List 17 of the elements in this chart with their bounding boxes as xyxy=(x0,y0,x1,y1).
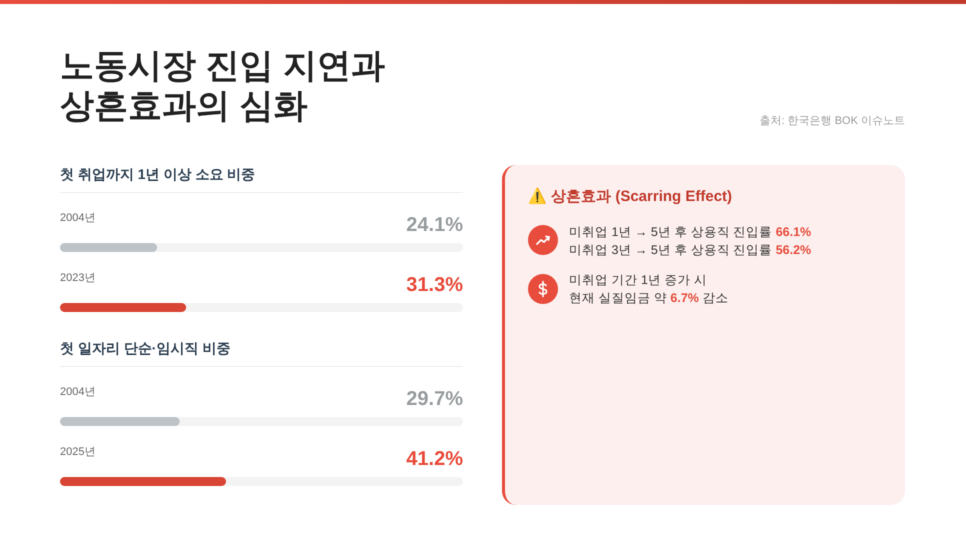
text: ⚠ 상흔효과 (Scarring Effect) xyxy=(528,187,732,206)
y-tick-label: 2025년 xyxy=(60,445,96,459)
text: 미취업 1년 → 5년 후 상용직 진입률 66.1% xyxy=(569,225,812,239)
text: 현재 실질임금 약 6.7% 감소 xyxy=(569,291,728,305)
y-tick-label: 2023년 xyxy=(60,271,96,285)
data-label: 24.1% xyxy=(406,213,463,238)
chart-title: 첫 취업까지 1년 이상 소요 비중 xyxy=(60,165,256,183)
source-note: 출처: 한국은행 BOK 이슈노트 xyxy=(760,114,905,128)
y-tick-label: 2004년 xyxy=(60,211,96,225)
text: 미취업 3년 → 5년 후 상용직 진입률 56.2% xyxy=(569,243,812,257)
y-tick-label: 2004년 xyxy=(60,385,96,399)
data-label: 41.2% xyxy=(406,447,463,472)
text: 미취업 기간 1년 증가 시 xyxy=(569,273,707,287)
data-label: 29.7% xyxy=(406,387,463,412)
chart-title: 첫 일자리 단순·임시직 비중 xyxy=(60,339,230,357)
data-label: 31.3% xyxy=(406,273,463,298)
text: 노동시장 진입 지연과 상흔효과의 심화 xyxy=(60,46,386,126)
